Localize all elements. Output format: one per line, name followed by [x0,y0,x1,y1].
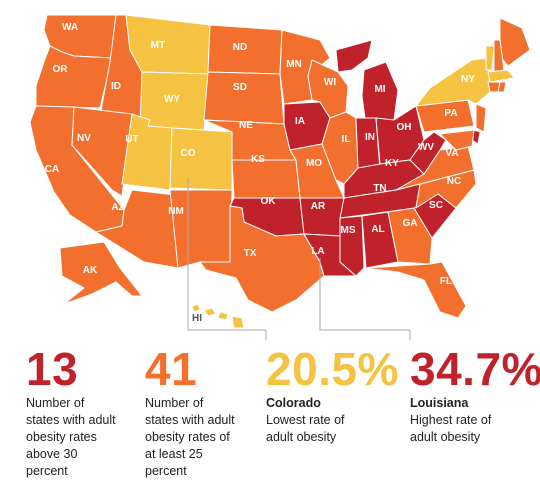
state-ks [231,159,301,199]
state-or [35,45,113,109]
state-label-nv: NV [77,133,91,144]
louisiana-leader-line [319,258,411,340]
state-label-ky: KY [385,158,399,169]
stat-value: 13 [26,343,79,395]
state-ak [59,241,143,305]
state-label-ms: MS [341,225,356,236]
leader-lines [187,178,411,340]
state-ny [415,57,491,107]
state-label-wy: WY [164,94,180,105]
state-label-ny: NY [461,74,475,85]
state-label-sc: SC [429,200,443,211]
state-label-mi: MI [374,84,385,95]
state-label-nc: NC [447,176,461,187]
state-label-al: AL [371,224,384,235]
state-label-va: VA [445,148,458,159]
stat-states-at-least-25: 41 Number of states with adult obesity r… [145,345,275,480]
us-obesity-map: WA OR CA ID NV AZ MT WY UT CO NM ND SD NE KS OK TX MN IA MO… [29,14,531,340]
stat-highest-rate: 34.7% Louisiana Highest rate of adult ob… [410,345,540,446]
state-sd [203,71,285,125]
state-label-ok: OK [261,196,277,207]
state-hi [191,303,245,329]
state-labels: WA OR CA ID NV AZ MT WY UT CO NM ND SD NE KS OK TX MN IA MO… [45,22,475,324]
state-label-ut: UT [125,134,138,145]
state-label-fl: FL [440,276,452,287]
stat-value: 34.7% [410,343,540,395]
state-label-la: LA [311,246,324,257]
state-co [169,127,233,191]
state-label-mn: MN [286,59,302,70]
state-label-in: IN [365,132,375,143]
state-label-nm: NM [168,206,184,217]
stat-description: Highest rate of adult obesity [410,413,492,444]
state-label-sd: SD [233,82,247,93]
state-label-pa: PA [444,108,457,119]
state-label-id: ID [111,81,121,92]
state-label-ia: IA [295,116,305,127]
state-label-ne: NE [239,120,253,131]
stat-value: 41 [145,343,198,395]
state-ri [497,81,507,93]
state-label-ak: AK [83,265,98,276]
stat-description: Lowest rate of adult obesity [266,413,345,444]
stat-states-above-30: 13 Number of states with adult obesity r… [26,345,156,480]
state-label-mt: MT [151,40,165,51]
state-label-oh: OH [397,122,412,133]
state-shapes [29,14,531,329]
state-label-wa: WA [62,22,78,33]
stat-description: Number of states with adult obesity rate… [145,396,235,478]
state-label-nd: ND [233,42,247,53]
state-me [499,17,531,67]
state-label-or: OR [53,64,69,75]
state-label-az: AZ [111,202,124,213]
state-label-tn: TN [373,183,386,194]
state-label-ks: KS [251,154,265,165]
stat-state-name: Colorado [266,396,321,410]
state-fl [365,261,467,319]
state-nv [71,106,133,197]
state-label-il: IL [342,134,351,145]
state-mt [125,14,211,75]
state-nm [169,189,233,269]
state-label-mo: MO [306,158,322,169]
state-label-co: CO [181,148,196,159]
state-label-wi: WI [324,77,336,88]
state-ma [487,69,515,83]
colorado-leader-line [187,178,267,340]
state-label-hi: HI [192,313,202,324]
state-label-ar: AR [311,201,326,212]
stats-panel: 13 Number of states with adult obesity r… [0,345,540,490]
state-label-ga: GA [403,218,418,229]
state-tx [199,205,325,313]
stat-lowest-rate: 20.5% Colorado Lowest rate of adult obes… [266,343,399,446]
stat-description: Number of states with adult obesity rate… [26,396,116,478]
stat-state-name: Louisiana [410,396,469,410]
state-nj [475,103,487,133]
state-ga [387,207,433,265]
state-md [439,129,475,151]
state-label-wv: WV [418,142,434,153]
state-label-ca: CA [45,164,59,175]
state-vt [485,45,495,71]
state-label-tx: TX [244,248,257,259]
stat-value: 20.5% [266,343,399,395]
